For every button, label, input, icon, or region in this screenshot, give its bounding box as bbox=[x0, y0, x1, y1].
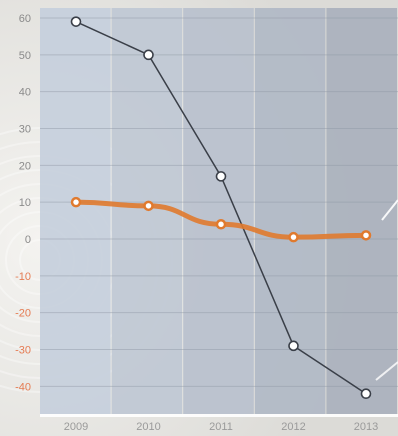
category-band bbox=[254, 8, 326, 414]
data-point bbox=[70, 16, 82, 27]
y-tick-label: -10 bbox=[15, 271, 31, 283]
x-tick-label: 2011 bbox=[209, 421, 233, 433]
y-tick-label: 40 bbox=[19, 87, 31, 99]
y-tick-label: -30 bbox=[15, 345, 31, 357]
y-tick-label: 10 bbox=[19, 197, 31, 209]
x-tick-label: 2013 bbox=[354, 421, 378, 433]
y-tick-label: -20 bbox=[15, 308, 31, 320]
x-tick-label: 2010 bbox=[136, 421, 160, 433]
data-point bbox=[288, 340, 299, 352]
gloss-streak bbox=[375, 361, 398, 381]
data-point bbox=[360, 230, 372, 241]
data-point bbox=[215, 171, 227, 182]
x-axis-line bbox=[40, 414, 398, 417]
x-tick-label: 2009 bbox=[64, 421, 88, 433]
data-point bbox=[215, 219, 227, 230]
data-point bbox=[143, 49, 154, 61]
data-point bbox=[143, 200, 154, 212]
y-tick-label: 60 bbox=[19, 13, 31, 25]
gloss-streak bbox=[381, 199, 398, 221]
category-band bbox=[40, 8, 111, 414]
y-tick-label: 30 bbox=[19, 124, 31, 136]
category-band bbox=[183, 8, 254, 414]
x-tick-label: 2012 bbox=[281, 421, 305, 433]
y-tick-label: 0 bbox=[25, 234, 31, 246]
data-point bbox=[288, 231, 299, 243]
y-tick-label: -40 bbox=[15, 381, 31, 393]
data-point bbox=[360, 388, 372, 400]
category-band bbox=[326, 8, 397, 414]
y-tick-label: 20 bbox=[19, 160, 31, 172]
data-point bbox=[70, 196, 82, 208]
y-tick-label: 50 bbox=[19, 50, 31, 62]
